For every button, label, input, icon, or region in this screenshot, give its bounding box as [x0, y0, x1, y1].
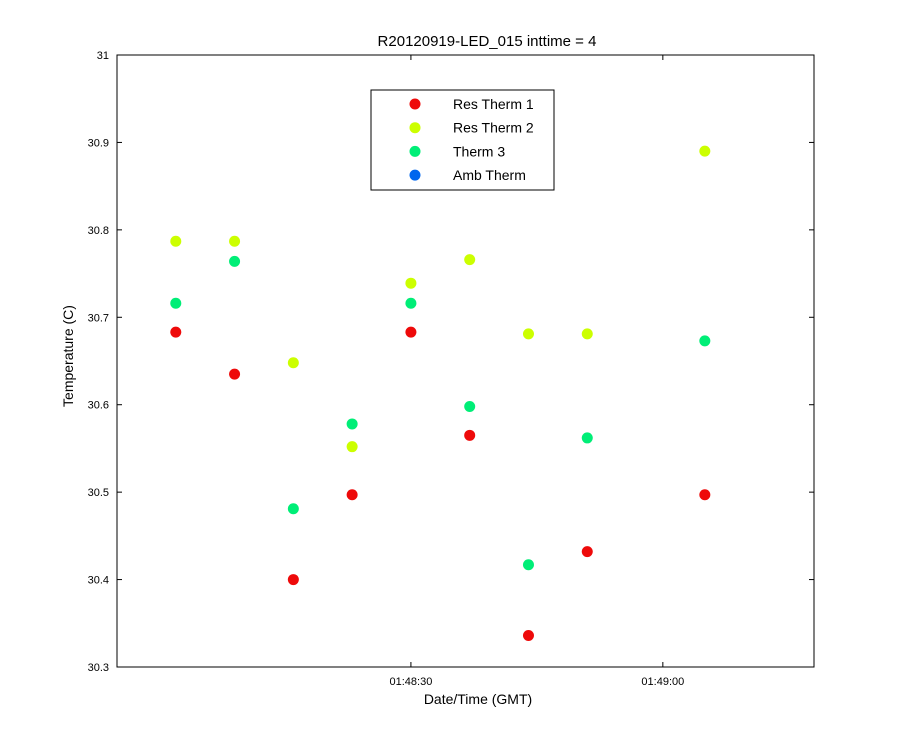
legend-marker — [409, 145, 421, 157]
legend-label: Therm 3 — [453, 143, 505, 159]
y-tick-label: 30.3 — [88, 662, 109, 674]
point-series-2 — [581, 432, 593, 444]
point-series-2 — [287, 503, 299, 515]
point-series-1 — [464, 254, 476, 266]
point-series-1 — [229, 235, 241, 247]
y-axis: 30.3 30.4 30.5 30.6 30.7 30.8 30.9 31 — [88, 50, 814, 674]
point-series-0 — [699, 489, 711, 501]
point-series-1 — [699, 145, 711, 157]
point-series-1 — [405, 277, 417, 289]
point-series-0 — [170, 326, 182, 338]
point-series-1 — [170, 235, 182, 247]
point-series-1 — [287, 357, 299, 369]
y-tick-label: 30.8 — [88, 225, 109, 237]
x-axis-title: Date/Time (GMT) — [424, 691, 532, 707]
legend: Res Therm 1 Res Therm 2 Therm 3 Amb Therm — [370, 89, 555, 191]
legend-label: Res Therm 1 — [453, 96, 534, 112]
y-tick-label: 30.5 — [88, 487, 109, 499]
point-series-0 — [287, 574, 299, 586]
chart-title: R20120919-LED_015 inttime = 4 — [378, 33, 597, 50]
legend-label: Res Therm 2 — [453, 120, 534, 136]
point-series-0 — [346, 489, 358, 501]
x-tick-label: 01:49:00 — [641, 676, 684, 688]
point-series-2 — [346, 418, 358, 430]
legend-marker — [409, 98, 421, 110]
point-series-2 — [405, 297, 417, 309]
y-tick-label: 31 — [97, 50, 109, 62]
data-points — [170, 145, 711, 642]
y-tick-label: 30.9 — [88, 137, 109, 149]
point-series-0 — [522, 630, 534, 642]
y-axis-title: Temperature (C) — [60, 305, 76, 407]
legend-box — [370, 89, 555, 191]
point-series-0 — [464, 429, 476, 441]
point-series-2 — [464, 400, 476, 412]
legend-marker — [409, 169, 421, 181]
legend-marker — [409, 122, 421, 134]
legend-label: Amb Therm — [453, 167, 526, 183]
y-tick-label: 30.4 — [88, 575, 109, 587]
point-series-2 — [522, 559, 534, 571]
point-series-0 — [581, 546, 593, 558]
point-series-2 — [699, 335, 711, 347]
point-series-1 — [522, 328, 534, 340]
point-series-2 — [229, 255, 241, 267]
point-series-0 — [405, 326, 417, 338]
x-axis: 01:48:30 01:49:00 — [390, 55, 684, 688]
point-series-1 — [581, 328, 593, 340]
point-series-1 — [346, 441, 358, 453]
point-series-2 — [170, 297, 182, 309]
x-tick-label: 01:48:30 — [390, 676, 433, 688]
point-series-0 — [229, 368, 241, 380]
y-tick-label: 30.6 — [88, 400, 109, 412]
y-tick-label: 30.7 — [88, 312, 109, 324]
